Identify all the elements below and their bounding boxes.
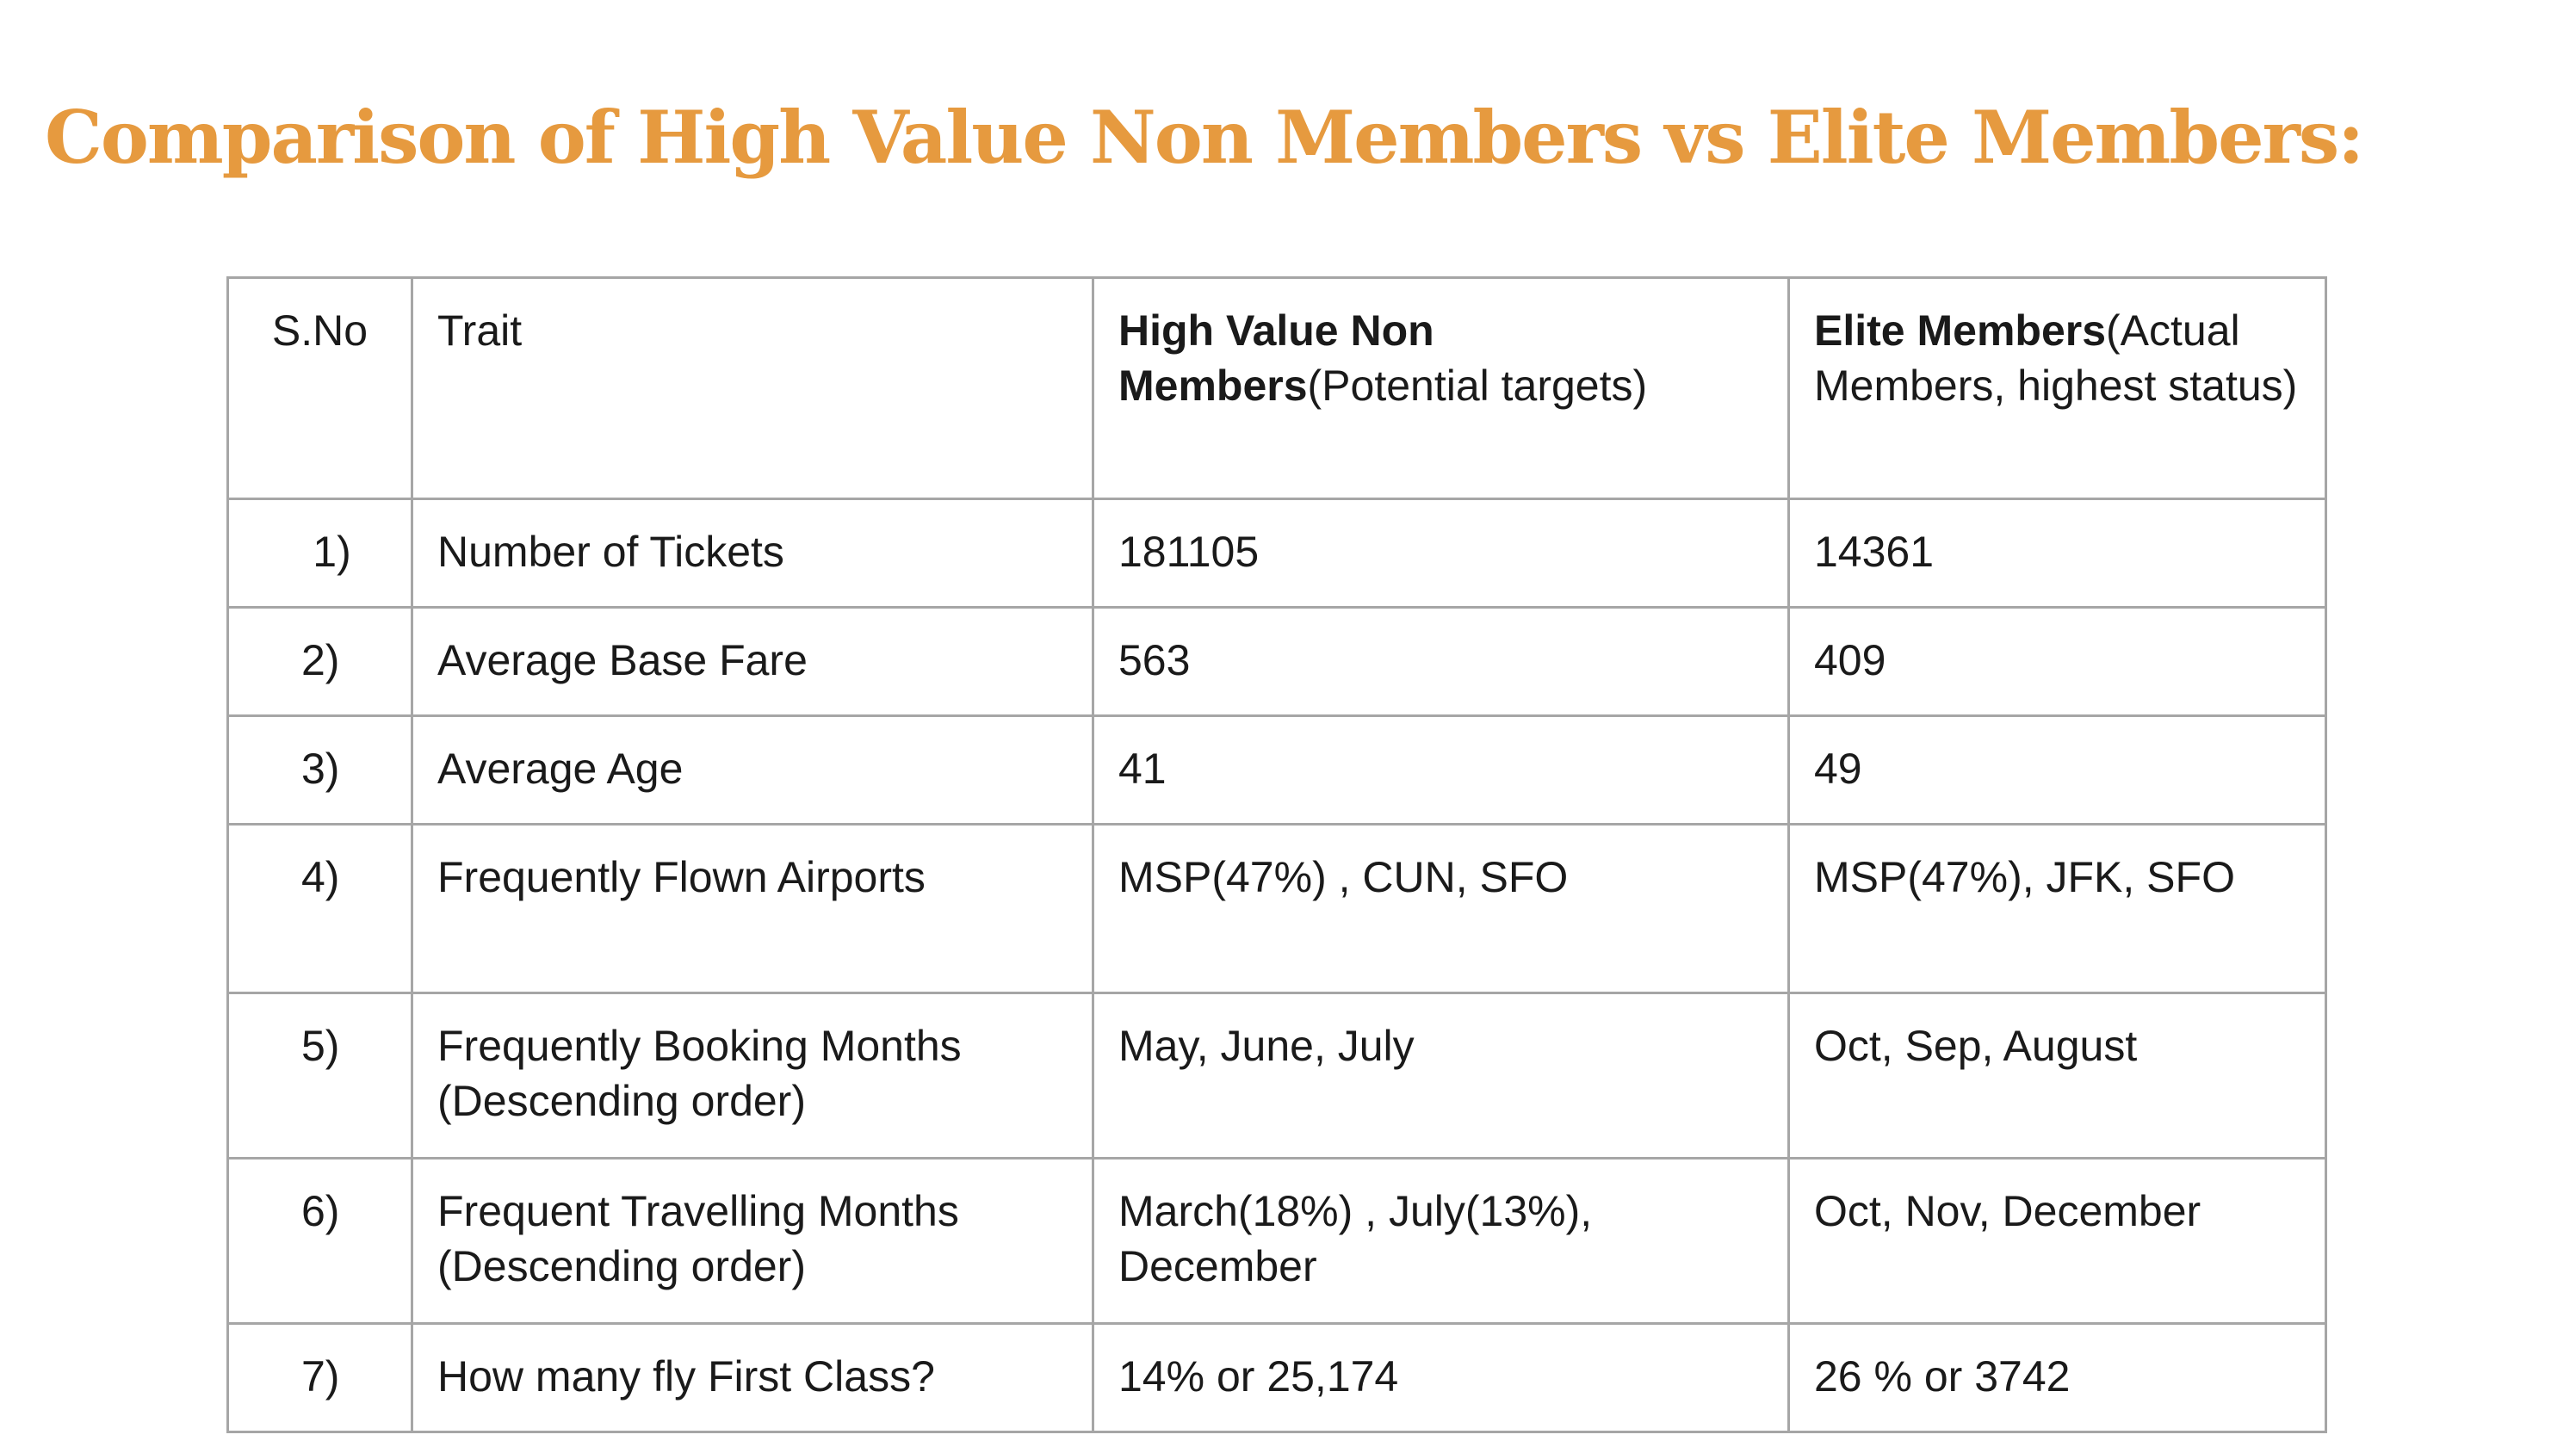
row-sno: 7)	[226, 1322, 413, 1433]
row-trait: Average Base Fare	[411, 606, 1094, 717]
header-trait: Trait	[411, 276, 1094, 500]
row-sno: 4)	[226, 823, 413, 994]
row-trait: How many fly First Class?	[411, 1322, 1094, 1433]
row-sno: 1)	[226, 498, 413, 609]
row-sno: 3)	[226, 714, 413, 826]
row-elite: Oct, Nov, December	[1787, 1157, 2327, 1325]
row-trait: Frequently Flown Airports	[411, 823, 1094, 994]
table-header-row: S.No Trait High Value Non Members(Potent…	[226, 276, 2327, 500]
table-row: 7) How many fly First Class? 14% or 25,1…	[226, 1322, 2327, 1433]
row-trait: Average Age	[411, 714, 1094, 826]
row-elite: 409	[1787, 606, 2327, 717]
row-elite: Oct, Sep, August	[1787, 992, 2327, 1159]
table-row: 2) Average Base Fare 563 409	[226, 606, 2327, 717]
row-elite: 14361	[1787, 498, 2327, 609]
row-high-value: May, June, July	[1092, 992, 1790, 1159]
header-elite-members: Elite Members(Actual Members, highest st…	[1787, 276, 2327, 500]
row-high-value: 41	[1092, 714, 1790, 826]
comparison-table: S.No Trait High Value Non Members(Potent…	[226, 276, 2327, 1433]
row-trait: Frequent Travelling Months (Descending o…	[411, 1157, 1094, 1325]
row-trait: Frequently Booking Months (Descending or…	[411, 992, 1094, 1159]
header-high-value-non-members: High Value Non Members(Potential targets…	[1092, 276, 1790, 500]
row-high-value: MSP(47%) , CUN, SFO	[1092, 823, 1790, 994]
row-elite: 26 % or 3742	[1787, 1322, 2327, 1433]
row-sno: 6)	[226, 1157, 413, 1325]
header-high-value-bold: High Value Non Members	[1118, 306, 1434, 410]
table-row: 6) Frequent Travelling Months (Descendin…	[226, 1157, 2327, 1325]
row-high-value: March(18%) , July(13%), December	[1092, 1157, 1790, 1325]
header-elite-bold: Elite Members	[1814, 306, 2107, 355]
header-elite-note: (Actual Members, highest status)	[1814, 306, 2298, 410]
table-row: 5) Frequently Booking Months (Descending…	[226, 992, 2327, 1159]
row-high-value: 181105	[1092, 498, 1790, 609]
table-row: 1) Number of Tickets 181105 14361	[226, 498, 2327, 609]
row-high-value: 14% or 25,174	[1092, 1322, 1790, 1433]
header-high-value-note: (Potential targets)	[1307, 362, 1648, 410]
header-sno: S.No	[226, 276, 413, 500]
table-row: 4) Frequently Flown Airports MSP(47%) , …	[226, 823, 2327, 994]
table-row: 3) Average Age 41 49	[226, 714, 2327, 826]
row-sno: 2)	[226, 606, 413, 717]
row-trait: Number of Tickets	[411, 498, 1094, 609]
row-sno: 5)	[226, 992, 413, 1159]
slide-title: Comparison of High Value Non Members vs …	[45, 95, 2364, 180]
row-elite: MSP(47%), JFK, SFO	[1787, 823, 2327, 994]
row-high-value: 563	[1092, 606, 1790, 717]
row-elite: 49	[1787, 714, 2327, 826]
